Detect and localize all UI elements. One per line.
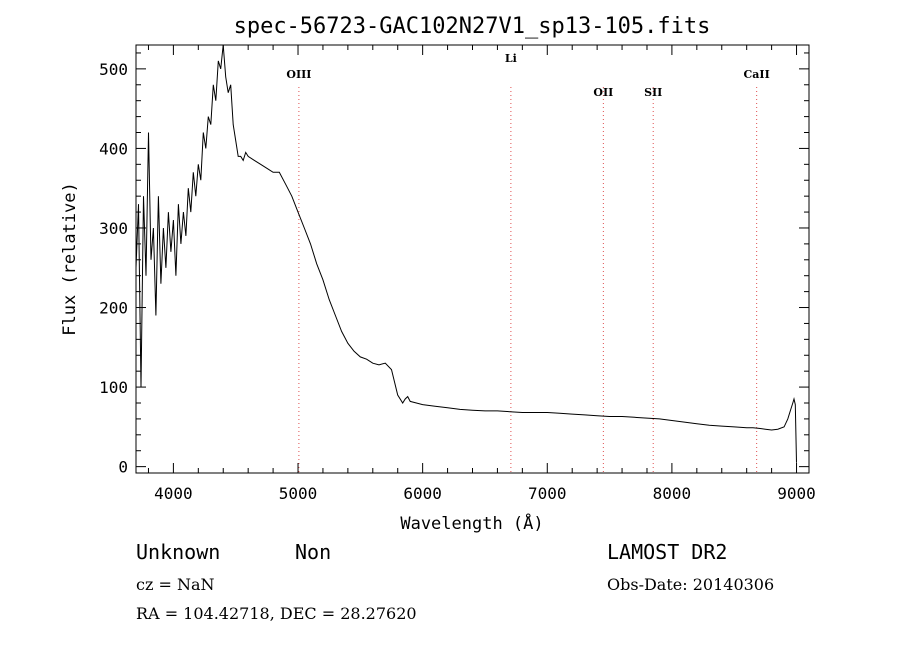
spectral-line-label: OIII (286, 68, 311, 81)
y-tick-label: 100 (99, 378, 128, 397)
x-tick-label: 4000 (154, 484, 193, 503)
y-tick-label: 500 (99, 60, 128, 79)
x-axis-label: Wavelength (Å) (400, 512, 543, 534)
x-tick-label: 7000 (528, 484, 567, 503)
plot-frame (135, 44, 810, 474)
spectral-line-label: OII (593, 86, 613, 99)
x-tick-label: 6000 (403, 484, 442, 503)
class-label: Unknown (136, 540, 221, 564)
coordinates-label: RA = 104.42718, DEC = 28.27620 (136, 604, 417, 623)
y-tick-label: 200 (99, 299, 128, 318)
spectral-line-label: Li (505, 52, 517, 65)
x-tick-label: 9000 (777, 484, 816, 503)
spectrum-line (135, 44, 797, 463)
spectral-line-label: SII (644, 86, 662, 99)
spectral-line-label: CaII (744, 68, 770, 81)
redshift-label: cz = NaN (136, 575, 215, 594)
y-tick-label: 400 (99, 139, 128, 158)
y-axis-label: Flux (relative) (60, 182, 80, 336)
chart-title: spec-56723-GAC102N27V1_sp13-105.fits (234, 14, 711, 39)
subclass-label: Non (295, 540, 332, 564)
y-tick-label: 300 (99, 219, 128, 238)
y-tick-label: 0 (118, 458, 128, 477)
axes: 4000 5000 6000 7000 8000 9000 0 100 200 300 400 500 (99, 45, 816, 503)
survey-label: LAMOST DR2 (607, 540, 728, 564)
x-tick-label: 5000 (279, 484, 318, 503)
x-tick-label: 8000 (653, 484, 692, 503)
obs-date-label: Obs-Date: 20140306 (607, 575, 775, 594)
spectral-line-markers: OIII Li OII SII CaII (286, 52, 770, 473)
